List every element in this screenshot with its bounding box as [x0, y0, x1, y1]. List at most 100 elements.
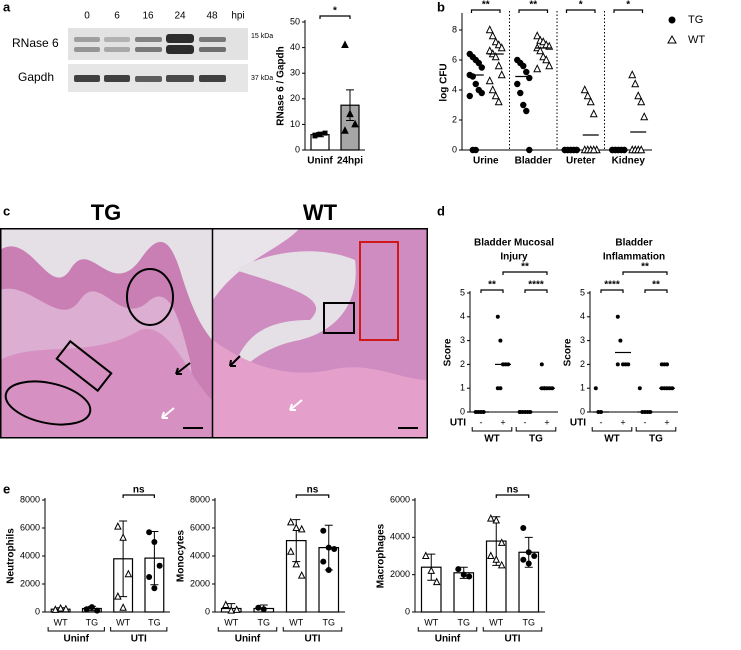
group-label: WT — [604, 434, 620, 445]
x-tick-label: WT — [289, 617, 303, 627]
x-tick-label: WT — [424, 617, 438, 627]
data-point — [637, 145, 646, 154]
x-tick-label: Kidney — [612, 156, 646, 167]
data-point — [292, 523, 301, 531]
group-label: Uninf — [63, 634, 89, 645]
legend-marker — [667, 34, 677, 44]
data-point — [637, 97, 646, 106]
x-tick-label: TG — [458, 617, 471, 627]
significance-label: * — [333, 6, 337, 17]
group-label: TG — [529, 434, 543, 445]
y-tick-label: 8 — [452, 24, 457, 34]
x-tick-label: TG — [258, 617, 271, 627]
group-label: UTI — [504, 634, 520, 645]
lane-label: 6 — [114, 11, 120, 22]
significance-bracket — [502, 271, 548, 275]
lumen — [213, 228, 300, 300]
x-tick-label: WT — [54, 617, 68, 627]
significance-bracket — [613, 9, 644, 13]
x-tick-label: + — [620, 417, 625, 427]
y-tick-label: 0 — [205, 606, 210, 616]
blot-row-label: Gapdh — [18, 70, 54, 84]
data-point — [618, 338, 623, 343]
data-point — [488, 31, 497, 40]
significance-bracket — [470, 9, 501, 13]
x-tick-label: - — [480, 417, 483, 427]
size-marker: 15 kDa — [251, 33, 273, 40]
data-point — [88, 604, 95, 611]
data-point — [520, 525, 527, 531]
y-tick-label: 50 — [290, 16, 300, 26]
significance-label: * — [626, 0, 630, 11]
data-point — [494, 61, 503, 70]
arrow — [289, 399, 303, 411]
y-tick-label: 1 — [580, 383, 585, 393]
data-point — [542, 55, 551, 64]
group-bracket — [417, 627, 478, 632]
legend-marker — [668, 16, 676, 24]
data-point — [634, 91, 643, 100]
panel-label: c — [3, 203, 10, 218]
data-point — [494, 97, 503, 106]
y-tick-label: 6000 — [190, 522, 210, 532]
x-tick-label: + — [544, 417, 549, 427]
panel-label: a — [3, 0, 11, 14]
x-axis-label: UTI — [450, 418, 466, 429]
data-point — [62, 604, 70, 613]
data-point — [325, 544, 332, 551]
data-point — [517, 89, 524, 97]
data-point — [580, 85, 589, 94]
x-tick-label: - — [600, 417, 603, 427]
y-axis-label: Monocytes — [176, 529, 187, 582]
data-point — [497, 538, 506, 546]
y-tick-label: 4000 — [20, 550, 40, 560]
data-point — [478, 89, 485, 97]
data-point — [94, 607, 101, 614]
data-point — [325, 567, 332, 573]
data-point — [615, 314, 620, 319]
data-point — [331, 546, 338, 552]
y-tick-label: 4000 — [190, 550, 210, 560]
lane-unit: hpi — [231, 11, 244, 22]
x-tick-label: TG — [523, 617, 536, 627]
y-tick-label: 2 — [460, 359, 465, 369]
data-point — [628, 70, 637, 79]
data-point — [341, 40, 349, 49]
data-point — [478, 64, 485, 71]
y-tick-label: 30 — [290, 68, 300, 78]
significance-label: ** — [641, 262, 649, 273]
data-point — [665, 362, 669, 367]
data-point — [286, 517, 295, 526]
data-point — [297, 570, 306, 579]
y-axis-label: Macrophages — [376, 523, 387, 588]
significance-bracket — [122, 494, 155, 498]
y-tick-label: 3 — [580, 335, 585, 345]
tissue — [0, 328, 212, 438]
image-label: WT — [303, 200, 338, 225]
y-tick-label: 2000 — [190, 578, 210, 588]
legend-label: TG — [688, 14, 703, 26]
panel-label: b — [437, 0, 445, 14]
group-bracket — [515, 427, 557, 432]
data-point — [520, 556, 527, 563]
y-tick-label: 10 — [290, 119, 300, 129]
data-point — [119, 533, 127, 541]
highlight-ellipse — [4, 380, 92, 426]
legend-label: WT — [688, 34, 705, 46]
data-point — [498, 386, 503, 391]
group-label: UTI — [131, 634, 147, 645]
x-axis-label: UTI — [570, 418, 586, 429]
data-point — [637, 386, 642, 391]
data-point — [526, 146, 533, 154]
histology: TG WT — [0, 200, 428, 439]
data-point — [472, 80, 479, 88]
data-point — [523, 107, 530, 115]
data-point — [492, 555, 501, 563]
data-point — [520, 101, 527, 109]
data-point — [523, 68, 530, 76]
significance-bracket — [495, 494, 530, 498]
group-label: TG — [649, 434, 663, 445]
data-point — [525, 549, 532, 556]
data-point — [286, 547, 295, 555]
